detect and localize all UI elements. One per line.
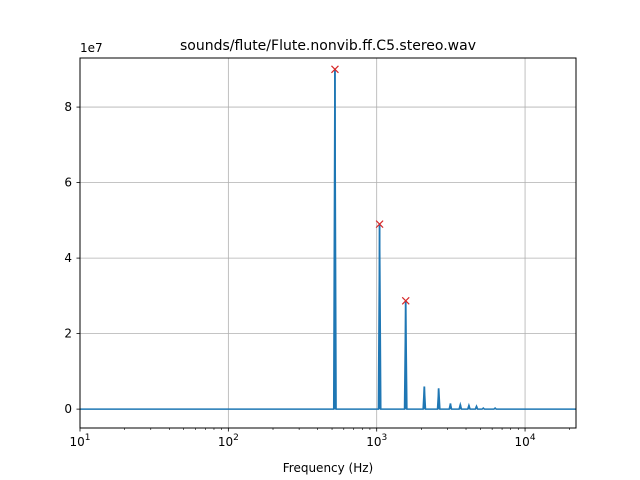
y-tick-label: 4 <box>64 251 72 265</box>
peak-marker <box>401 296 410 305</box>
peak-marker-stroke <box>331 65 339 74</box>
x-tick-label: 104 <box>515 433 536 449</box>
x-axis-ticks: 101 102 103 104 <box>69 428 571 449</box>
axes-frame <box>79 57 577 429</box>
peak-marker <box>375 220 384 229</box>
y-tick-label: 2 <box>64 327 72 341</box>
peak-marker-stroke <box>401 296 410 305</box>
y-tick-label: 8 <box>64 100 72 114</box>
x-tick-label: 103 <box>366 433 387 449</box>
y-offset-label: 1e7 <box>80 41 103 55</box>
y-tick-label: 0 <box>64 402 72 416</box>
peak-marker <box>331 65 339 74</box>
y-tick-label: 6 <box>64 176 72 190</box>
x-axis-label: Frequency (Hz) <box>283 461 374 475</box>
x-tick-label: 102 <box>218 433 239 449</box>
y-axis-ticks: 0 2 4 6 8 <box>64 100 80 416</box>
plot-area <box>80 65 576 410</box>
peak-marker-stroke <box>375 220 384 229</box>
chart-title: sounds/flute/Flute.nonvib.ff.C5.stereo.w… <box>180 38 476 54</box>
x-tick-label: 101 <box>69 433 90 449</box>
